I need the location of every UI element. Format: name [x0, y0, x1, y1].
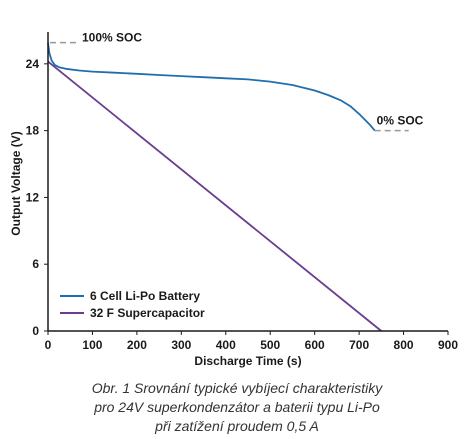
series-line-battery: [47, 42, 376, 132]
caption-line-3: při zatížení proudem 0,5 A: [155, 418, 319, 434]
x-tick-label: 400: [216, 338, 236, 352]
y-tick-label: 12: [26, 190, 40, 204]
x-tick-label: 700: [349, 338, 369, 352]
discharge-chart: 0 100 200 300 400 500 600 700 800 900 0 6 12 18 24 Dis…: [9, 31, 459, 368]
annotation-100-soc: 100% SOC: [82, 31, 142, 45]
x-tick-label: 500: [260, 338, 280, 352]
y-tick-label: 18: [26, 124, 40, 138]
annotation-guides: [50, 41, 409, 132]
caption-line-2: pro 24V superkondenzátor a baterii typu …: [94, 399, 380, 415]
legend-label-battery: 6 Cell Li-Po Battery: [90, 289, 200, 303]
y-tick-label: 24: [26, 57, 40, 71]
figure-caption: Obr. 1 Srovnání typické vybíjecí charakt…: [0, 379, 474, 436]
legend: 6 Cell Li-Po Battery 32 F Supercapacitor: [60, 289, 205, 320]
legend-label-supercapacitor: 32 F Supercapacitor: [90, 306, 205, 320]
annotation-0-soc: 0% SOC: [377, 114, 424, 128]
x-tick-label: 0: [45, 338, 52, 352]
x-tick-label: 900: [438, 338, 458, 352]
axes: [44, 32, 449, 335]
x-tick-label: 800: [394, 338, 414, 352]
x-tick-label: 600: [305, 338, 325, 352]
x-axis-title: Discharge Time (s): [194, 354, 301, 368]
x-tick-label: 100: [82, 338, 102, 352]
y-axis-title: Output Voltage (V): [9, 131, 23, 235]
x-tick-label: 200: [127, 338, 147, 352]
caption-line-1: Obr. 1 Srovnání typické vybíjecí charakt…: [91, 380, 383, 396]
series-layer: [47, 42, 382, 332]
y-tick-label: 6: [32, 257, 39, 271]
x-tick-label: 300: [171, 338, 191, 352]
series-line-supercapacitor: [47, 60, 382, 332]
y-tick-label: 0: [32, 324, 39, 338]
tick-labels: 0 100 200 300 400 500 600 700 800 900 0 6 12 18 24: [26, 57, 459, 352]
